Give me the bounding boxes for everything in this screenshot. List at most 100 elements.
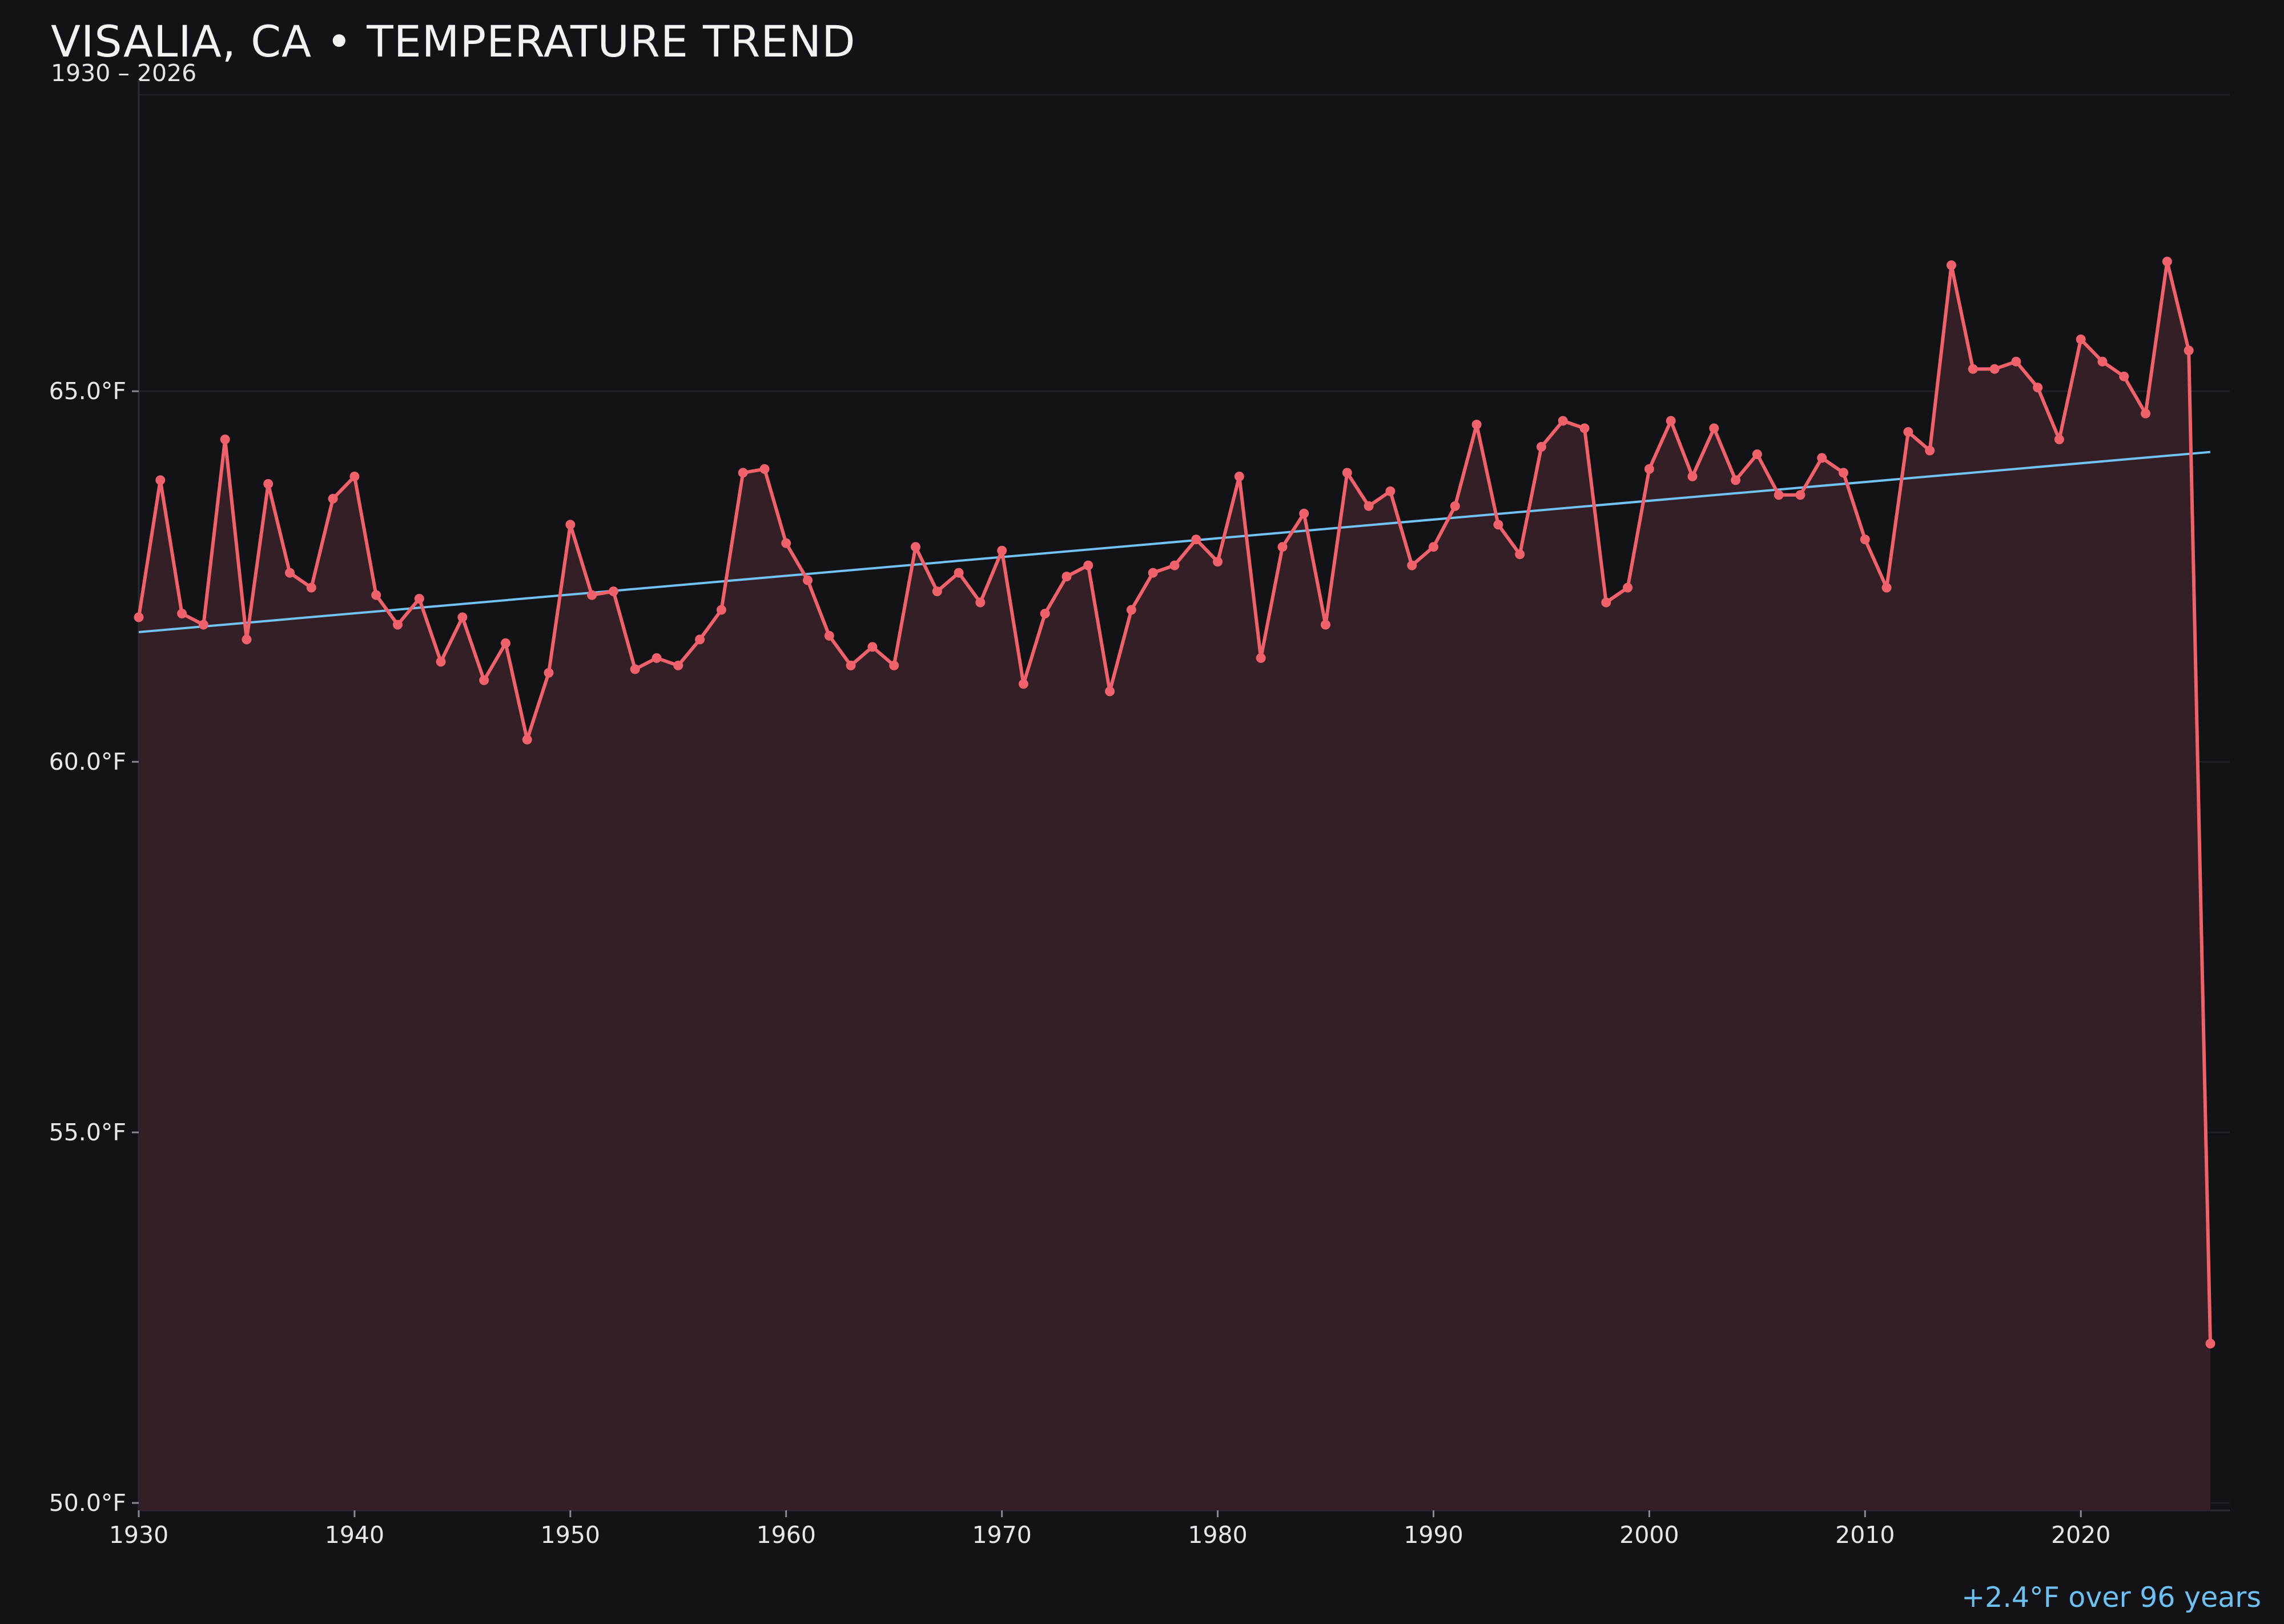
data-point-1978 bbox=[1169, 560, 1180, 570]
data-point-1970 bbox=[997, 545, 1007, 556]
trend-line bbox=[138, 451, 2211, 633]
data-point-1941 bbox=[371, 590, 381, 600]
y-tick-label: 60.0°F bbox=[49, 748, 126, 775]
data-point-1956 bbox=[695, 634, 705, 645]
data-point-2006 bbox=[1774, 490, 1784, 500]
data-point-1968 bbox=[954, 568, 964, 578]
data-point-1963 bbox=[846, 660, 856, 670]
data-point-1972 bbox=[1040, 609, 1050, 618]
chart-subtitle: 1930 – 2026 bbox=[51, 59, 197, 87]
data-point-1947 bbox=[501, 638, 510, 648]
data-point-2016 bbox=[1989, 364, 2000, 374]
data-point-1965 bbox=[889, 660, 899, 670]
data-point-1967 bbox=[932, 586, 942, 597]
data-point-2001 bbox=[1666, 416, 1676, 426]
data-point-1997 bbox=[1579, 423, 1590, 433]
data-point-2003 bbox=[1709, 423, 1719, 433]
data-point-2026 bbox=[2205, 1338, 2215, 1349]
data-point-1993 bbox=[1493, 520, 1503, 530]
x-tick-label: 2000 bbox=[1619, 1521, 1679, 1549]
data-point-1959 bbox=[759, 464, 770, 474]
data-point-2024 bbox=[2162, 256, 2172, 267]
data-point-1980 bbox=[1213, 557, 1223, 567]
x-tick-label: 1930 bbox=[109, 1521, 168, 1549]
data-point-1961 bbox=[803, 575, 813, 585]
data-point-1984 bbox=[1299, 508, 1309, 518]
data-point-2015 bbox=[1968, 364, 1978, 374]
data-point-1945 bbox=[457, 612, 468, 622]
data-point-1955 bbox=[673, 660, 683, 670]
data-point-1943 bbox=[414, 594, 424, 604]
x-tick-label: 1940 bbox=[325, 1521, 384, 1549]
data-point-2011 bbox=[1881, 582, 1892, 593]
chart-title: VISALIA, CA • TEMPERATURE TREND bbox=[51, 16, 856, 67]
data-point-1973 bbox=[1061, 572, 1072, 582]
data-point-1938 bbox=[306, 582, 316, 593]
data-point-2014 bbox=[1947, 260, 1956, 270]
data-point-1981 bbox=[1234, 471, 1244, 481]
data-point-1971 bbox=[1019, 679, 1028, 689]
data-point-1964 bbox=[867, 642, 878, 652]
y-tick-label: 50.0°F bbox=[49, 1489, 126, 1517]
data-point-1987 bbox=[1364, 501, 1374, 511]
data-point-1958 bbox=[738, 468, 748, 478]
data-point-1939 bbox=[328, 493, 338, 504]
trend-layer bbox=[138, 451, 2211, 633]
data-point-2000 bbox=[1644, 464, 1654, 474]
data-point-2008 bbox=[1817, 453, 1827, 463]
y-axis-ticks: 50.0°F 55.0°F 60.0°F 65.0°F bbox=[49, 377, 139, 1517]
y-tick-label: 55.0°F bbox=[49, 1119, 126, 1146]
data-point-1944 bbox=[436, 657, 446, 667]
data-point-1951 bbox=[587, 590, 597, 600]
data-point-1988 bbox=[1385, 486, 1396, 496]
data-point-2022 bbox=[2119, 371, 2129, 381]
data-point-2023 bbox=[2141, 408, 2151, 419]
x-tick-label: 1990 bbox=[1404, 1521, 1463, 1549]
area-layer bbox=[139, 262, 2210, 1510]
data-point-1932 bbox=[177, 609, 187, 618]
data-point-1986 bbox=[1342, 468, 1352, 478]
data-point-2025 bbox=[2184, 345, 2194, 356]
data-point-1954 bbox=[652, 653, 662, 663]
data-point-1989 bbox=[1407, 560, 1417, 570]
data-point-1974 bbox=[1083, 560, 1093, 570]
data-point-1957 bbox=[716, 605, 726, 615]
data-point-2021 bbox=[2097, 356, 2108, 367]
x-tick-label: 2020 bbox=[2051, 1521, 2110, 1549]
data-point-1976 bbox=[1126, 605, 1136, 615]
data-point-1949 bbox=[544, 668, 554, 678]
data-point-1977 bbox=[1148, 568, 1158, 578]
x-tick-label: 2010 bbox=[1835, 1521, 1895, 1549]
data-point-2007 bbox=[1795, 490, 1806, 500]
data-point-1979 bbox=[1191, 534, 1201, 545]
data-point-1966 bbox=[911, 542, 920, 552]
data-point-2019 bbox=[2054, 435, 2064, 444]
data-point-1942 bbox=[393, 620, 403, 630]
data-point-1992 bbox=[1471, 420, 1482, 429]
data-point-1999 bbox=[1623, 582, 1633, 593]
x-tick-label: 1970 bbox=[972, 1521, 1031, 1549]
x-tick-label: 1960 bbox=[757, 1521, 816, 1549]
data-point-2020 bbox=[2076, 334, 2086, 344]
data-point-2010 bbox=[1860, 534, 1870, 545]
data-point-1983 bbox=[1277, 542, 1288, 552]
trend-annotation: +2.4°F over 96 years bbox=[1961, 1581, 2261, 1614]
data-point-2009 bbox=[1839, 468, 1848, 478]
x-axis-ticks: 1930 1940 1950 1960 1970 1980 1990 2000 2010 2020 bbox=[109, 1510, 2110, 1549]
data-point-2005 bbox=[1752, 449, 1762, 459]
data-point-1960 bbox=[781, 538, 791, 548]
point-layer bbox=[134, 256, 2215, 1349]
data-point-1934 bbox=[220, 435, 230, 444]
data-point-1982 bbox=[1256, 653, 1266, 663]
data-point-1950 bbox=[565, 520, 576, 530]
data-point-2012 bbox=[1903, 427, 1913, 437]
data-point-1991 bbox=[1450, 501, 1460, 511]
x-tick-label: 1980 bbox=[1188, 1521, 1247, 1549]
data-point-1952 bbox=[608, 586, 618, 597]
data-point-2017 bbox=[2011, 356, 2021, 367]
data-point-1953 bbox=[630, 664, 640, 674]
data-point-1998 bbox=[1601, 597, 1611, 608]
data-point-2002 bbox=[1687, 471, 1698, 481]
data-point-2013 bbox=[1925, 445, 1935, 456]
